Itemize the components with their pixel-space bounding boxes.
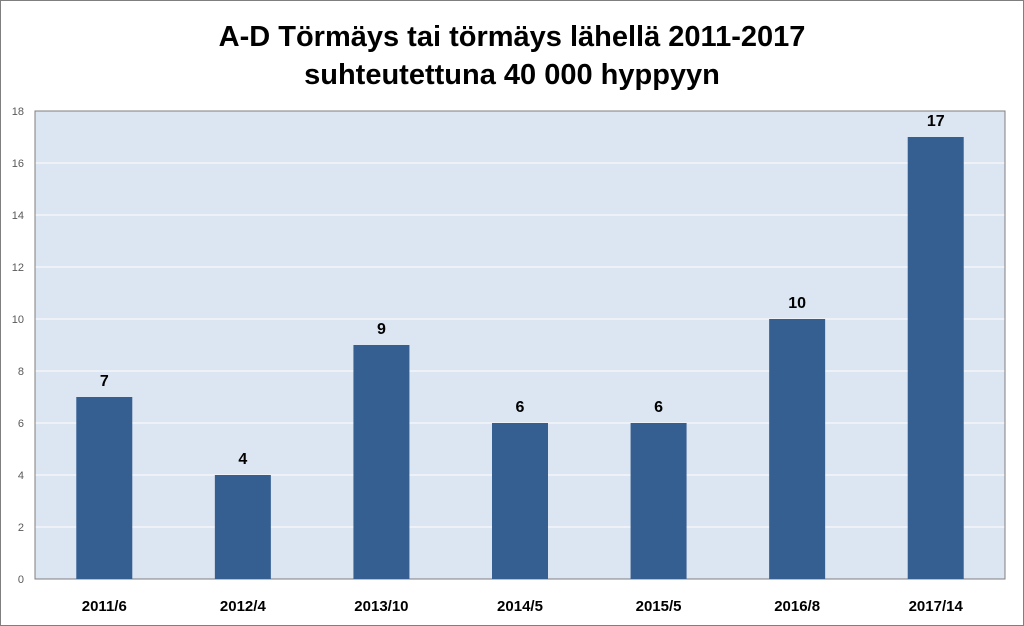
x-tick-label: 2013/10 <box>354 598 408 615</box>
chart-title-line-2: suhteutettuna 40 000 hyppyyn <box>304 59 720 91</box>
bar <box>630 423 687 579</box>
chart-title: A-D Törmäys tai törmäys lähellä 2011-201… <box>0 18 1024 94</box>
data-label: 6 <box>654 399 663 416</box>
x-tick-label: 2011/6 <box>82 598 127 615</box>
data-label: 9 <box>377 321 386 338</box>
y-tick-label: 4 <box>18 470 24 482</box>
bar <box>769 319 826 579</box>
y-tick-label: 18 <box>12 106 24 118</box>
x-tick-label: 2014/5 <box>497 598 543 615</box>
x-tick-label: 2015/5 <box>636 598 682 615</box>
bar <box>76 397 133 579</box>
y-tick-label: 0 <box>18 574 24 586</box>
y-tick-label: 8 <box>18 366 24 378</box>
x-tick-label: 2012/4 <box>220 598 267 615</box>
y-tick-label: 6 <box>18 418 24 430</box>
bar <box>353 345 410 579</box>
data-label: 17 <box>927 113 945 130</box>
data-label: 4 <box>238 451 247 468</box>
x-tick-label: 2016/8 <box>774 598 820 615</box>
x-tick-label: 2017/14 <box>909 598 964 615</box>
bar <box>492 423 548 579</box>
y-tick-label: 14 <box>12 210 24 222</box>
chart-title-line-1: A-D Törmäys tai törmäys lähellä 2011-201… <box>218 21 806 53</box>
data-label: 6 <box>516 399 525 416</box>
data-label: 7 <box>100 373 109 390</box>
data-label: 10 <box>788 295 806 312</box>
bar <box>214 475 271 579</box>
y-tick-label: 12 <box>12 262 24 274</box>
y-tick-label: 16 <box>12 158 24 170</box>
y-tick-label: 10 <box>12 314 24 326</box>
bar <box>907 137 964 579</box>
y-tick-label: 2 <box>18 522 24 534</box>
